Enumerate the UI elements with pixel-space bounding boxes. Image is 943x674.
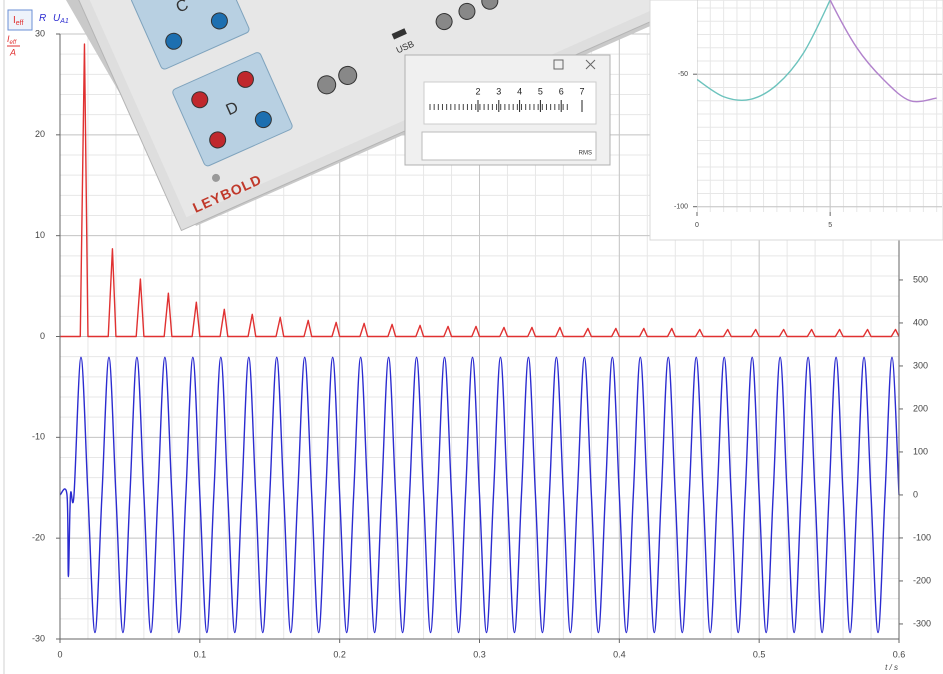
inset-panel: 0 5 -50 -100 — [650, 0, 943, 240]
symbol: R — [39, 13, 46, 24]
inset-background — [650, 0, 943, 240]
x-tick-label: 0.3 — [473, 649, 486, 659]
y2-tick-label: 500 — [913, 274, 928, 284]
y2-tick-label: -100 — [913, 532, 931, 542]
x-tick-label: 0.5 — [753, 649, 766, 659]
y-tick-label: -10 — [32, 432, 45, 442]
y2-tick-label: 300 — [913, 360, 928, 370]
x-tick-label: 0.4 — [613, 649, 626, 659]
x-tick-label: 5 — [828, 222, 832, 229]
y-tick-label: -30 — [32, 633, 45, 643]
field-label: RMS — [579, 151, 592, 157]
scale-label: 4 — [517, 86, 522, 96]
y-tick-label: -100 — [674, 204, 688, 211]
y2-tick-label: 400 — [913, 317, 928, 327]
scale-label: 6 — [559, 86, 564, 96]
screen: 00.10.20.30.40.50.6-30-20-100102030-300-… — [0, 0, 943, 674]
scale-label: 3 — [496, 86, 501, 96]
x-tick-label: 0.2 — [333, 649, 346, 659]
y-tick-label: -20 — [32, 533, 45, 543]
x-tick-label: 0 — [695, 222, 699, 229]
y-tick-label: 30 — [35, 28, 45, 38]
meter-window: RMS 2 3 4 5 6 7 — [405, 55, 610, 165]
y2-tick-label: -200 — [913, 575, 931, 585]
subscript: A1 — [59, 18, 69, 25]
y-axis-unit: A — [9, 47, 16, 57]
scale-label: 5 — [538, 86, 543, 96]
x-tick-label: 0 — [57, 649, 62, 659]
y-tick-label: 20 — [35, 129, 45, 139]
y2-tick-label: -300 — [913, 618, 931, 628]
y2-tick-label: 200 — [913, 403, 928, 413]
y2-tick-label: 100 — [913, 446, 928, 456]
scale-display — [424, 82, 596, 124]
toolbar-item[interactable]: R — [39, 13, 46, 24]
value-field — [422, 132, 596, 160]
scale-label: 2 — [475, 86, 480, 96]
y-tick-label: 10 — [35, 230, 45, 240]
y-tick-label: -50 — [678, 71, 688, 78]
y2-tick-label: 0 — [913, 489, 918, 499]
x-axis-label: t / s — [885, 663, 898, 672]
x-tick-label: 0.6 — [893, 649, 906, 659]
subscript: eff — [16, 20, 24, 27]
scale-label: 7 — [579, 86, 584, 96]
x-tick-label: 0.1 — [194, 649, 207, 659]
y-tick-label: 0 — [40, 331, 45, 341]
